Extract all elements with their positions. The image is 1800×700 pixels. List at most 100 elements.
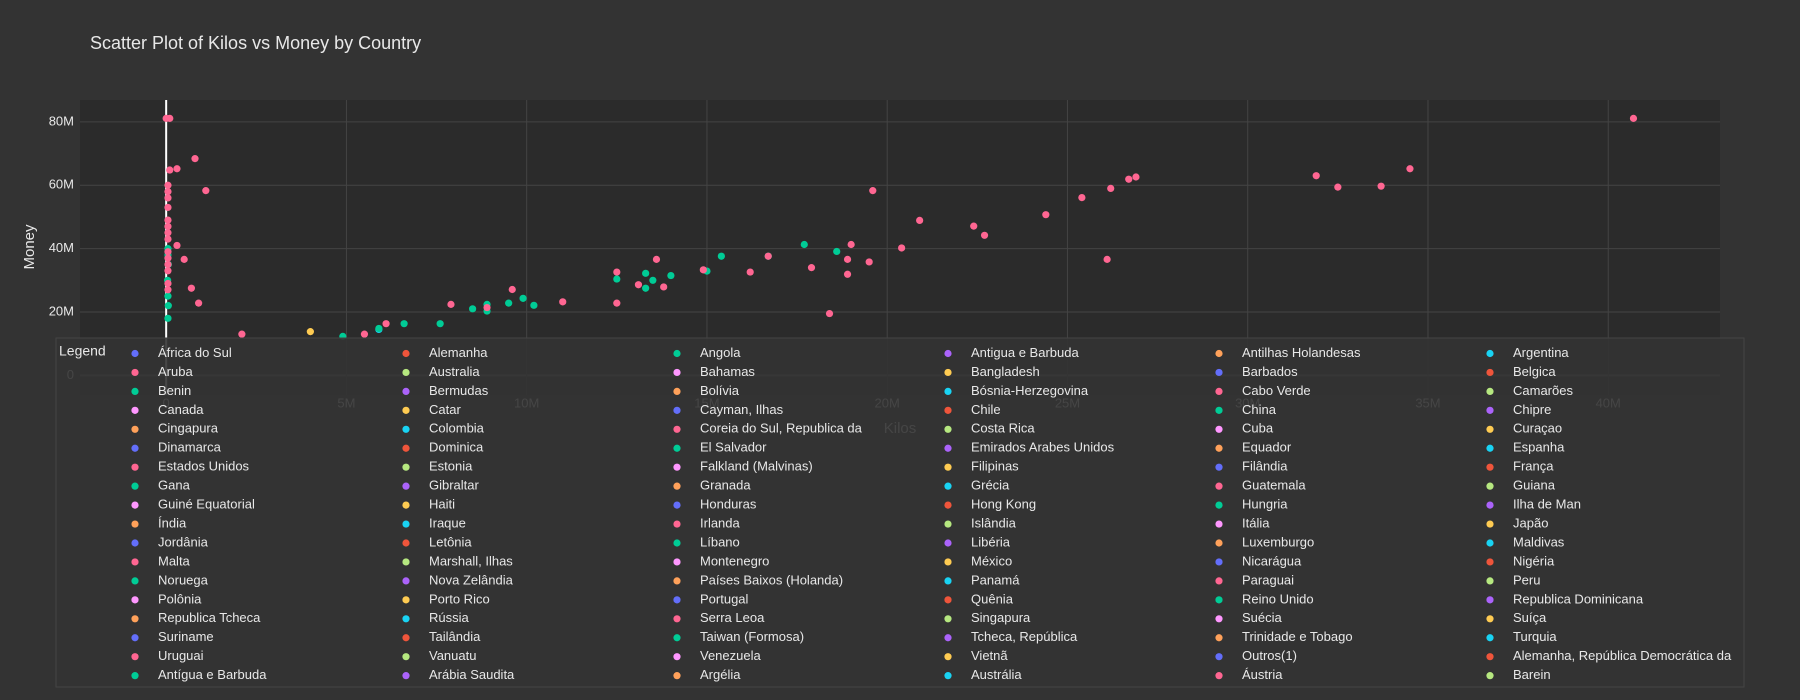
legend-label: Uruguai (158, 648, 204, 663)
legend-marker (944, 520, 952, 528)
legend-marker (1215, 596, 1223, 604)
legend-marker (1215, 501, 1223, 509)
legend-label: El Salvador (700, 440, 767, 455)
point (613, 268, 621, 276)
point (667, 271, 675, 280)
legend-label: Trinidade e Tobago (1242, 629, 1353, 644)
legend-marker (1486, 387, 1494, 395)
legend-marker (402, 444, 410, 452)
legend-marker (1486, 539, 1494, 547)
legend-label: Panamá (971, 572, 1020, 587)
legend-label: Nicarágua (1242, 553, 1302, 568)
legend-marker (673, 596, 681, 604)
legend-label: Índia (158, 515, 187, 530)
legend-marker (1486, 501, 1494, 509)
legend-label: Antígua e Barbuda (158, 667, 267, 682)
point (469, 305, 477, 313)
legend-label: Hungria (1242, 497, 1288, 512)
legend-marker (1486, 349, 1494, 358)
point (400, 320, 408, 328)
legend-label: Benin (158, 383, 191, 398)
point (1125, 175, 1133, 183)
legend-marker (402, 596, 410, 604)
point (660, 283, 668, 291)
point (1132, 173, 1140, 181)
legend-label: Ilha de Man (1513, 497, 1581, 512)
point (699, 266, 707, 274)
legend-marker (673, 520, 681, 528)
point (164, 260, 172, 269)
legend-marker (1215, 368, 1223, 377)
point (164, 292, 172, 300)
legend-marker (1486, 425, 1494, 433)
point (642, 284, 650, 292)
legend-marker (1486, 482, 1494, 490)
point (238, 330, 246, 338)
legend-marker (673, 672, 681, 680)
legend-label: França (1513, 459, 1554, 474)
point (195, 299, 203, 307)
legend-label: Cingapura (158, 421, 219, 436)
point (800, 240, 808, 249)
legend-label: Colombia (429, 421, 485, 436)
legend-label: Chile (971, 402, 1001, 417)
legend-marker (944, 482, 952, 490)
point (847, 240, 855, 249)
legend-marker (1215, 539, 1223, 547)
point (746, 268, 754, 276)
point (164, 203, 172, 212)
point (436, 320, 444, 328)
point (1078, 193, 1086, 202)
legend-label: Curaçao (1513, 421, 1562, 436)
legend-label: Chipre (1513, 402, 1551, 417)
legend-marker (131, 349, 139, 358)
legend-label: Japão (1513, 515, 1548, 530)
legend-marker (673, 634, 681, 642)
legend-label: Luxemburgo (1242, 534, 1314, 549)
legend-marker (673, 501, 681, 509)
legend-label: Paraguai (1242, 572, 1294, 587)
legend-marker (944, 425, 952, 433)
legend-label: Argentina (1513, 345, 1569, 360)
legend: Legend África do Sul Alemanha Angola Antigu… (55, 337, 1745, 688)
legend-label: Rússia (429, 610, 470, 625)
legend-label: Haiti (429, 497, 455, 512)
legend-label: Emirados Arabes Unidos (971, 440, 1115, 455)
legend-marker (944, 406, 952, 414)
point (970, 222, 978, 230)
point (807, 264, 816, 272)
point (530, 301, 538, 309)
legend-label: Bahamas (700, 364, 755, 379)
legend-label: Estonia (429, 459, 473, 474)
legend-label: Canada (158, 402, 204, 417)
point (519, 294, 527, 302)
point (1312, 172, 1320, 180)
legend-label: Tailândia (429, 629, 481, 644)
legend-marker (402, 539, 410, 547)
legend-label: Montenegro (700, 553, 769, 568)
legend-marker (131, 672, 139, 680)
legend-label: Outros(1) (1242, 648, 1297, 663)
point (164, 181, 172, 189)
legend-label: Islândia (971, 515, 1017, 530)
legend-marker (1215, 463, 1223, 471)
legend-marker (402, 368, 410, 377)
legend-marker (673, 463, 681, 471)
legend-label: Cabo Verde (1242, 383, 1311, 398)
point (164, 194, 172, 202)
legend-box (55, 337, 1745, 688)
legend-label: Singapura (971, 610, 1031, 625)
legend-marker (673, 577, 681, 585)
point (898, 244, 906, 252)
legend-label: Letônia (429, 534, 472, 549)
legend-title: Legend (59, 343, 106, 359)
legend-label: Alemanha, República Democrática da (1513, 648, 1732, 663)
legend-label: Portugal (700, 591, 749, 606)
point (642, 269, 650, 277)
legend-label: Barein (1513, 667, 1551, 682)
legend-label: Dominica (429, 440, 484, 455)
legend-label: Tcheca, República (971, 629, 1078, 644)
legend-marker (944, 501, 952, 509)
legend-label: Camarões (1513, 383, 1573, 398)
